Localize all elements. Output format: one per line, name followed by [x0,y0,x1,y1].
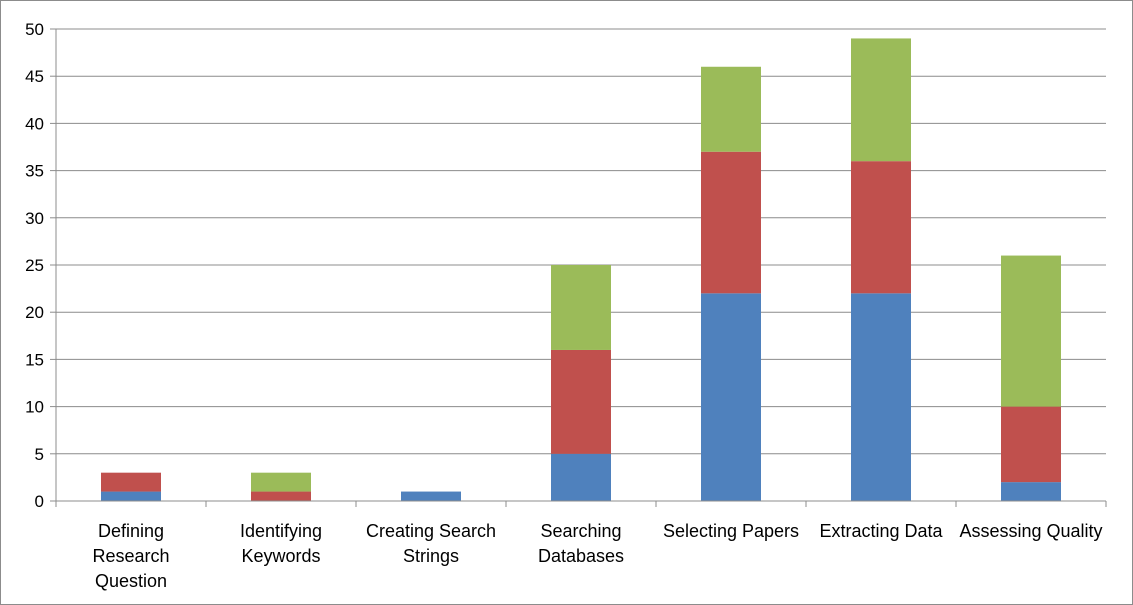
bar-segment [1001,255,1061,407]
x-category-label: Searching Databases [538,521,624,566]
y-tick-label: 5 [35,445,44,464]
bar-segment [401,491,461,501]
x-category-label: Identifying Keywords [240,521,322,566]
y-tick-label: 35 [25,162,44,181]
x-category-label: Selecting Papers [663,521,799,541]
x-category-label: Creating Search Strings [366,521,496,566]
y-tick-label: 45 [25,67,44,86]
bar-segment [701,66,761,152]
bar-segment [1001,482,1061,501]
bar-segment [701,293,761,501]
y-tick-label: 15 [25,350,44,369]
x-category-label: Defining Research Question [92,521,169,591]
bar-segment [251,491,311,501]
bar-segment [851,293,911,501]
bar-segment [101,472,161,492]
bar-segment [551,453,611,501]
bar-segment [1001,406,1061,483]
bar-segment [551,265,611,350]
y-tick-label: 20 [25,303,44,322]
y-tick-labels: 0 5 10 15 20 25 30 35 40 45 50 [25,20,44,511]
x-category-label: Extracting Data [819,521,943,541]
axes [55,29,1107,507]
y-tick-label: 50 [25,20,44,39]
y-tick-label: 0 [35,492,44,511]
bar-segment [851,38,911,162]
y-tick-label: 25 [25,256,44,275]
y-tick-label: 40 [25,114,44,133]
bar-segment [551,349,611,454]
bar-segment [851,161,911,294]
bar-segment [701,151,761,294]
bar-segment [101,491,161,501]
x-category-labels: Defining Research Question Identifying Keywo… [92,521,1102,591]
bar-segment [251,472,311,492]
bars [101,38,1061,501]
y-tick-label: 30 [25,209,44,228]
x-category-label: Assessing Quality [959,521,1102,541]
y-tick-label: 10 [25,398,44,417]
